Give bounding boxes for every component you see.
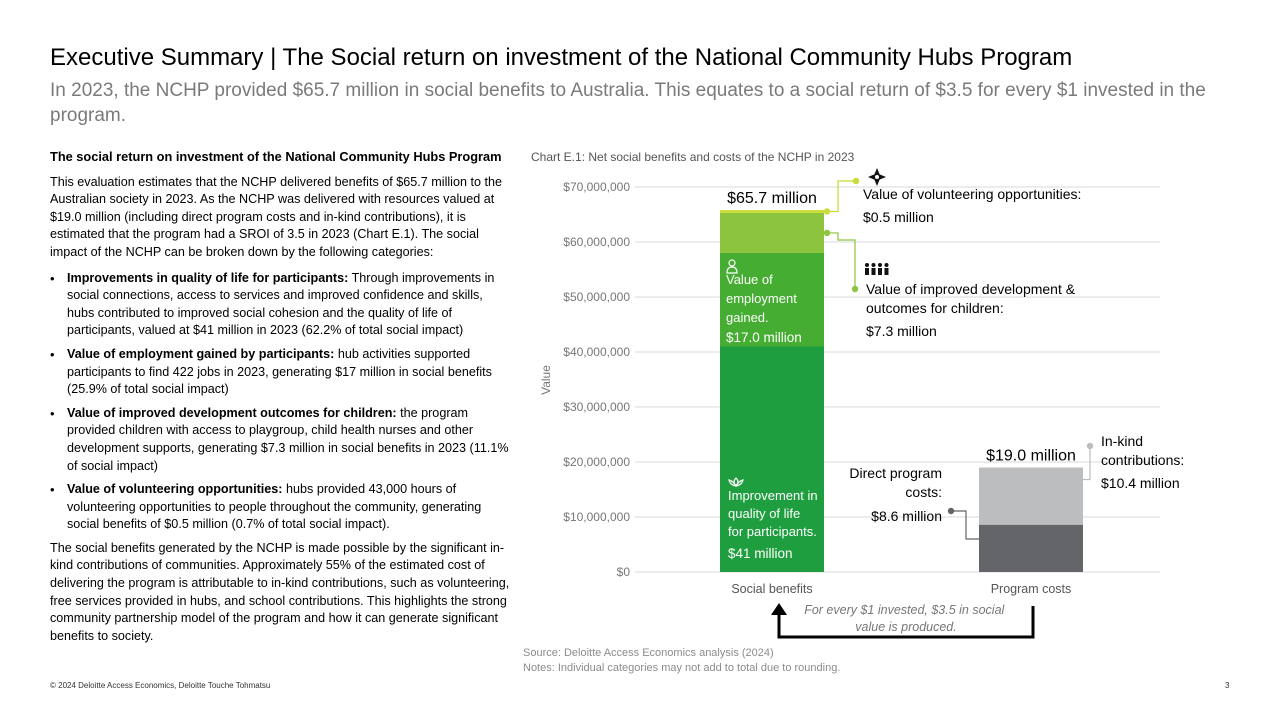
children-group-icon [865,263,889,275]
series-name-label: Direct program costs: [849,465,942,500]
leader-dot [851,285,859,293]
leader-dot [1086,442,1094,450]
closing-paragraph: The social benefits generated by the NCH… [50,540,510,643]
list-item-lead: Improvements in quality of life for part… [67,270,349,285]
sroi-arrow-connector [771,603,1035,639]
y-tick-label: $10,000,000 [563,510,630,524]
bar-segment [979,524,1083,572]
section-heading: The social return on investment of the N… [50,149,502,164]
leader-dot [947,507,955,515]
notes-line: Notes: Individual categories may not add… [523,662,841,674]
list-item: Value of volunteering opportunities: hub… [50,481,512,534]
leader-line [824,232,856,289]
sroi-annotation-line: value is produced. [855,620,956,634]
list-item-text: the program provided children with acces… [67,405,509,473]
list-item-lead: Value of improved development outcomes f… [67,405,397,420]
page-title: Executive Summary | The Social return on… [50,44,1073,71]
list-item-lead: Value of volunteering opportunities: [67,482,283,497]
y-tick-label: $70,000,000 [563,180,630,194]
summary-text: The social return on investment of the N… [50,148,512,653]
leader-dot [823,229,831,237]
list-item-text: hubs provided 43,000 hours of volunteeri… [67,482,482,532]
bar-total-label: $19.0 million [986,448,1076,465]
page-number: 3 [1225,681,1230,690]
leader-dot [852,177,860,185]
list-item-text: hub activities supported participants to… [67,346,492,397]
volunteer-hands-icon [868,168,886,186]
series-value-label: $17.0 million [726,330,802,345]
list-item: Value of employment gained by participan… [50,346,512,399]
list-item-text: Through improvements in social connectio… [67,270,495,338]
y-tick-label: $20,000,000 [563,455,630,469]
leader-layer [823,177,1094,540]
footer-copyright: © 2024 Deloitte Access Economics, Deloit… [50,681,271,690]
leader-dot [823,208,831,215]
y-tick-layer: $0 $10,000,000 $20,000,000 $30,000,000 $40,0… [563,180,630,579]
source-line: Source: Deloitte Access Economics analys… [523,647,774,659]
leader-line [1083,446,1091,481]
label-layer: Social benefits Program costs $65.7 millio… [726,186,1184,596]
series-value-label: $41 million [728,546,793,561]
page-subtitle: In 2023, the NCHP provided $65.7 million… [50,80,1206,126]
intro-paragraph: This evaluation estimates that the NCHP … [50,174,502,259]
lotus-wellbeing-icon [728,477,744,487]
y-tick-label: $50,000,000 [563,290,630,304]
list-item: Improvements in quality of life for part… [50,270,512,340]
series-value-label: $8.6 million [871,508,942,524]
chart-source: Source: Deloitte Access Economics analys… [523,646,840,676]
series-value-label: $7.3 million [866,323,937,339]
series-name-label: Value of improved development & outcomes … [866,281,1076,316]
y-tick-label: $60,000,000 [563,235,630,249]
bar-segment [979,467,1083,525]
series-name-label: Value of volunteering opportunities: [863,186,1081,202]
sroi-annotation: For every $1 invested, $3.5 in social va… [804,603,1008,634]
bar-total-label: $65.7 million [727,190,817,207]
list-item-lead: Value of employment gained by participan… [67,346,335,361]
leader-line [951,510,979,540]
x-tick-label: Program costs [991,582,1072,596]
employee-icon [726,259,738,274]
series-name-label: Improvement in quality of life for partici… [728,488,818,539]
chart-title: Chart E.1: Net social benefits and costs… [531,150,855,164]
leader-line [824,180,856,213]
y-tick-label: $40,000,000 [563,345,630,359]
bar-layer [720,210,1083,572]
series-name-label: Value of employment gained. [726,272,797,325]
bar-segment [720,346,824,572]
sroi-bar-chart: $0 $10,000,000 $20,000,000 $30,000,000 $40,0… [539,168,1184,639]
series-value-label: $10.4 million [1101,475,1180,491]
x-tick-label: Social benefits [731,582,812,596]
impact-list: Improvements in quality of life for part… [50,270,512,534]
sroi-annotation-line: For every $1 invested, $3.5 in social [804,603,1005,617]
bar-segment [720,253,824,347]
series-name-label: In-kind contributions: [1101,433,1184,468]
bar-segment [720,212,824,253]
series-value-label: $0.5 million [863,209,934,225]
bar-segment [720,210,824,213]
y-axis-label: Value [539,365,553,395]
y-tick-label: $0 [617,565,631,579]
y-tick-label: $30,000,000 [563,400,630,414]
list-item: Value of improved development outcomes f… [50,405,512,475]
